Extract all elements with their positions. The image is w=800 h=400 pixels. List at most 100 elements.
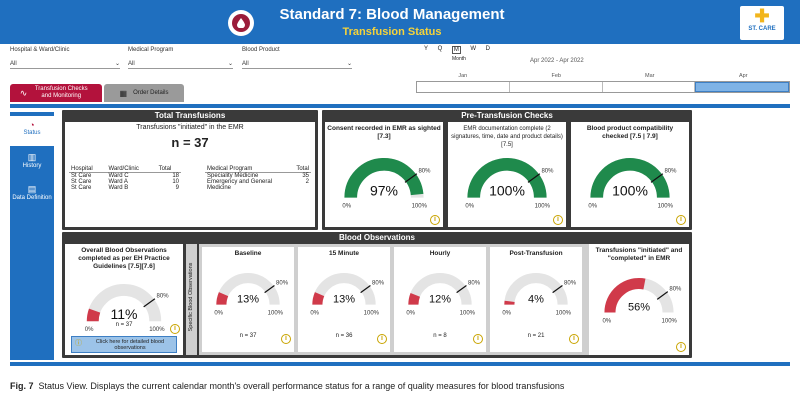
- gauge-max-label: 100%: [149, 327, 165, 333]
- gauge-min-label: 0%: [214, 311, 223, 317]
- gauge-value-arc: [216, 292, 229, 305]
- total-count: n = 37: [171, 135, 209, 150]
- total-transfusions-panel: Total Transfusions Transfusions "initiat…: [62, 110, 318, 230]
- gauge-target-marker: [656, 291, 669, 300]
- gauge-min-label: 0%: [85, 327, 94, 333]
- chevron-down-icon: ⌄: [227, 61, 233, 67]
- info-icon[interactable]: i: [377, 334, 387, 344]
- tab-transfusion-checks[interactable]: ∿ Transfusion Checks and Monitoring: [10, 84, 102, 102]
- timeline-feb[interactable]: [510, 82, 603, 92]
- table-row: St Care Ward A 10: [71, 179, 179, 185]
- gauge-card-completed: Transfusions "initiated" and "completed"…: [589, 244, 689, 355]
- app-header: Standard 7: Blood Management Transfusion…: [0, 0, 800, 44]
- gauge-target-label: 80%: [418, 169, 431, 175]
- status-icon: ◔: [29, 120, 35, 130]
- document-icon: ▤: [27, 184, 37, 194]
- gauge-value-arc: [312, 292, 325, 305]
- table-row: St Care Ward C 18: [71, 173, 179, 179]
- info-icon: ⓘ: [75, 340, 82, 347]
- specific-observations-label: Specific Blood Observations: [186, 244, 197, 355]
- gauge-target-marker: [527, 173, 541, 183]
- gauge-track: [312, 273, 376, 306]
- gauge-value-label: 97%: [370, 183, 398, 199]
- gauge-chart: 13% 0% 100% 80%: [310, 273, 385, 317]
- gauge-target-marker: [456, 284, 467, 294]
- info-icon[interactable]: i: [170, 324, 180, 334]
- gauge-value-label: 12%: [429, 294, 451, 306]
- granularity-label: Month: [452, 56, 466, 62]
- gauge-chart: 100% 0% 100% 80%: [588, 158, 677, 210]
- gauge-target-label: 80%: [564, 280, 577, 286]
- gauge-value-label: 4%: [528, 294, 544, 306]
- gauge-max-label: 100%: [556, 311, 572, 317]
- granularity-month[interactable]: M: [451, 46, 461, 54]
- heartbeat-icon: ∿: [19, 87, 28, 98]
- gauge-track: [504, 273, 568, 306]
- granularity-selector[interactable]: Y Q M W D: [424, 46, 490, 54]
- sidebar-item-status[interactable]: ◔ Status: [10, 116, 54, 146]
- gauge-card-overall: Overall Blood Observations completed as …: [65, 244, 183, 355]
- gauge-card-15-minute: 15 Minute 13% 0% 100% 80% n = 36 i: [298, 247, 390, 352]
- info-icon[interactable]: i: [281, 334, 291, 344]
- detail-observations-button[interactable]: ⓘ Click here for detailed blood observat…: [71, 336, 177, 353]
- blood-drop-icon: [228, 10, 254, 36]
- gauge-min-label: 0%: [602, 319, 611, 325]
- gauge-target-marker: [404, 173, 418, 183]
- hospital-table: Hospital Ward/Clinic Total St Care Ward C 18…: [69, 166, 181, 191]
- gauge-value-label: 13%: [237, 294, 259, 306]
- gauge-target-marker: [552, 284, 563, 294]
- gauge-chart: 4% 0% 100% 80%: [502, 273, 577, 317]
- gauge-value-label: 13%: [333, 294, 355, 306]
- table-icon: ▦: [119, 88, 128, 98]
- info-icon[interactable]: i: [553, 215, 563, 225]
- timeline-jan[interactable]: [417, 82, 510, 92]
- filter-program[interactable]: Medical Program All ⌄: [128, 47, 233, 69]
- granularity-week[interactable]: W: [470, 46, 477, 52]
- gauge-value-arc: [467, 158, 547, 198]
- gauge-target-label: 80%: [541, 169, 554, 175]
- granularity-year[interactable]: Y: [424, 46, 429, 52]
- sidebar-item-data-definition[interactable]: ▤ Data Definition: [10, 184, 54, 216]
- gauge-max-label: 100%: [460, 311, 476, 317]
- gauge-min-label: 0%: [502, 311, 511, 317]
- gauge-value-label: 100%: [489, 183, 525, 199]
- gauge-value-arc: [344, 158, 424, 198]
- sidebar: ◔ Status ▥ History ▤ Data Definition: [10, 112, 54, 360]
- gauge-max-label: 100%: [662, 319, 678, 325]
- footer-bar: [10, 362, 790, 366]
- page-subtitle: Transfusion Status: [342, 26, 442, 38]
- timeline-mar[interactable]: [603, 82, 696, 92]
- filter-blood-product[interactable]: Blood Product All ⌄: [242, 47, 352, 69]
- info-icon[interactable]: i: [569, 334, 579, 344]
- gauge-track: [408, 273, 472, 306]
- granularity-quarter[interactable]: Q: [437, 46, 443, 52]
- gauge-card-baseline: Baseline 13% 0% 100% 80% n = 37 i: [202, 247, 294, 352]
- sidebar-item-history[interactable]: ▥ History: [10, 152, 54, 178]
- gauge-target-label: 80%: [468, 280, 481, 286]
- info-icon[interactable]: i: [473, 334, 483, 344]
- gauge-min-label: 0%: [465, 204, 474, 210]
- gauge-value-arc: [590, 158, 670, 198]
- gauge-track: [86, 284, 162, 322]
- gauge-card-consent: Consent recorded in EMR as sighted [7.3]…: [325, 122, 443, 227]
- program-table: Medical Program Total Speciality Medicine…: [205, 166, 311, 191]
- gauge-min-label: 0%: [588, 204, 597, 210]
- tab-underline: [10, 104, 790, 108]
- tab-order-details[interactable]: ▦ Order Details: [104, 84, 184, 102]
- info-icon[interactable]: i: [676, 215, 686, 225]
- gauge-track: [216, 273, 280, 306]
- info-icon[interactable]: i: [430, 215, 440, 225]
- gauge-chart: 13% 0% 100% 80%: [214, 273, 289, 317]
- gauge-card-hourly: Hourly 12% 0% 100% 80% n = 8 i: [394, 247, 486, 352]
- filter-hospital[interactable]: Hospital & Ward/Clinic All ⌄: [10, 47, 120, 69]
- table-row: Speciality Medicine 35: [207, 173, 309, 179]
- info-icon[interactable]: i: [676, 342, 686, 352]
- granularity-day[interactable]: D: [485, 46, 490, 52]
- timeline-apr[interactable]: [695, 82, 789, 92]
- brand-logo: ✚ ST. CARE: [740, 6, 784, 40]
- gauge-max-label: 100%: [268, 311, 284, 317]
- gauge-chart: 12% 0% 100% 80%: [406, 273, 481, 317]
- month-timeline[interactable]: Jan Feb Mar Apr: [416, 73, 790, 93]
- gauge-target-marker: [650, 173, 664, 183]
